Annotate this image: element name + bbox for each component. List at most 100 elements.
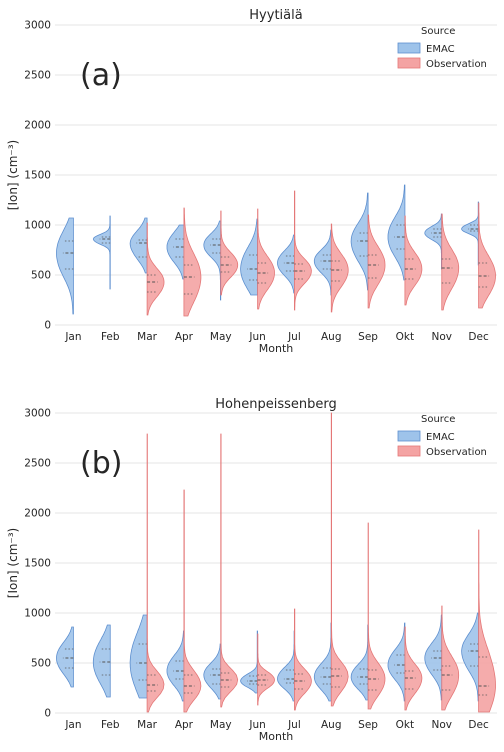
- legend-swatch-emac: [397, 430, 421, 442]
- x-tick-label: Apr: [175, 331, 194, 343]
- y-tick-label: 0: [44, 320, 51, 332]
- x-tick-label: Nov: [432, 719, 453, 731]
- legend-swatch-observation: [397, 445, 421, 457]
- violin-observation-nov: [441, 213, 460, 311]
- chart-panel-1: 0 500 1000 1500 2000 2500 3000 Jan Feb Mar Apr May J…: [6, 397, 497, 743]
- x-tick-label: Mar: [137, 331, 157, 343]
- legend-swatch-emac: [397, 42, 421, 54]
- x-tick-label: Feb: [101, 331, 120, 343]
- x-tick-label: Jun: [248, 719, 265, 731]
- x-tick-label: Mar: [137, 719, 157, 731]
- y-tick-label: 1500: [24, 558, 51, 570]
- x-tick-label: Apr: [175, 719, 194, 731]
- violin-emac-dec: [461, 201, 479, 266]
- violin-observation-dec: [478, 202, 496, 309]
- y-tick-label: 3000: [24, 20, 51, 32]
- y-tick-label: 500: [31, 270, 51, 282]
- violin-observation-may: [220, 433, 239, 708]
- x-tick-label: Okt: [396, 719, 414, 731]
- x-tick-label: Dec: [468, 331, 489, 343]
- violin-emac-apr: [166, 630, 185, 702]
- violin-emac-jul: [277, 234, 295, 294]
- legend-entry: Observation: [426, 59, 487, 70]
- violin-observation-jun: [257, 208, 275, 310]
- y-tick-label: 2000: [24, 508, 51, 520]
- y-tick-label: 2500: [24, 70, 51, 82]
- violin-observation-mar: [146, 222, 165, 316]
- violin-emac-dec: [461, 612, 479, 702]
- y-axis-label: [Ion] (cm⁻³): [6, 528, 20, 598]
- chart-title: Hyytiälä: [249, 8, 302, 23]
- y-tick-label: 0: [44, 708, 51, 720]
- x-tick-label: Sep: [358, 719, 378, 731]
- x-tick-label: Jan: [64, 331, 81, 343]
- legend: Source EMAC Observation: [397, 26, 487, 70]
- x-tick-label: Sep: [358, 331, 378, 343]
- x-tick-label: Jul: [287, 331, 301, 343]
- x-axis-label: Month: [259, 342, 294, 355]
- y-tick-label: 1000: [24, 220, 51, 232]
- violin-emac-aug: [313, 622, 332, 702]
- chart-panel-0: 0 500 1000 1500 2000 2500 3000 Jan Feb Mar Apr May J…: [6, 8, 497, 355]
- legend-swatch-observation: [397, 57, 421, 69]
- y-tick-label: 500: [31, 658, 51, 670]
- violin-emac-feb: [92, 624, 111, 698]
- violin-observation-aug: [330, 223, 349, 313]
- violin-emac-nov: [424, 213, 443, 270]
- legend-title: Source: [421, 414, 455, 425]
- violin-observation-dec: [478, 529, 496, 713]
- x-tick-label: Dec: [468, 719, 489, 731]
- x-tick-label: Jun: [248, 331, 265, 343]
- violin-emac-aug: [313, 229, 332, 296]
- violin-emac-okt: [387, 184, 406, 281]
- violin-emac-may: [203, 220, 222, 301]
- violin-emac-jun: [240, 218, 258, 296]
- y-tick-label: 1500: [24, 170, 51, 182]
- violin-emac-okt: [387, 622, 406, 702]
- x-tick-label: May: [210, 719, 232, 731]
- violin-emac-sep: [350, 192, 369, 291]
- x-tick-label: Aug: [321, 719, 342, 731]
- violin-observation-apr: [183, 489, 202, 713]
- legend-entry: EMAC: [426, 44, 455, 55]
- violin-emac-mar: [129, 217, 148, 274]
- x-tick-label: Nov: [432, 331, 453, 343]
- violin-emac-may: [203, 643, 222, 700]
- violin-observation-nov: [441, 605, 460, 711]
- violin-emac-nov: [424, 614, 443, 701]
- violin-observation-jul: [294, 190, 312, 311]
- y-axis-label: [Ion] (cm⁻³): [6, 140, 20, 210]
- legend-entry: EMAC: [426, 432, 455, 443]
- y-tick-label: 3000: [24, 408, 51, 420]
- violin-observation-jun: [257, 633, 275, 706]
- legend-title: Source: [421, 26, 455, 37]
- violin-observation-sep: [367, 522, 386, 710]
- y-tick-label: 2500: [24, 458, 51, 470]
- violin-observation-sep: [367, 214, 386, 309]
- chart-title: Hohenpeissenberg: [215, 397, 336, 412]
- y-tick-label: 1000: [24, 608, 51, 620]
- violin-observation-okt: [404, 215, 423, 306]
- x-axis-label: Month: [259, 730, 294, 743]
- violin-observation-mar: [146, 433, 165, 713]
- violin-emac-jan: [56, 626, 74, 688]
- violin-emac-feb: [92, 215, 111, 290]
- panel-label: (a): [80, 58, 122, 93]
- x-tick-label: Feb: [101, 719, 120, 731]
- x-tick-label: Okt: [396, 331, 414, 343]
- violin-observation-jul: [294, 608, 312, 711]
- violin-observation-aug: [330, 412, 349, 707]
- violin-emac-apr: [166, 224, 185, 280]
- violin-emac-jul: [277, 630, 295, 702]
- x-tick-label: Jan: [64, 719, 81, 731]
- violin-observation-apr: [183, 207, 202, 317]
- legend-entry: Observation: [426, 447, 487, 458]
- y-tick-label: 2000: [24, 120, 51, 132]
- x-tick-label: Aug: [321, 331, 342, 343]
- legend: Source EMAC Observation: [397, 414, 487, 458]
- violin-emac-mar: [129, 614, 148, 699]
- violin-observation-okt: [404, 626, 423, 711]
- x-tick-label: Jul: [287, 719, 301, 731]
- x-tick-label: May: [210, 331, 232, 343]
